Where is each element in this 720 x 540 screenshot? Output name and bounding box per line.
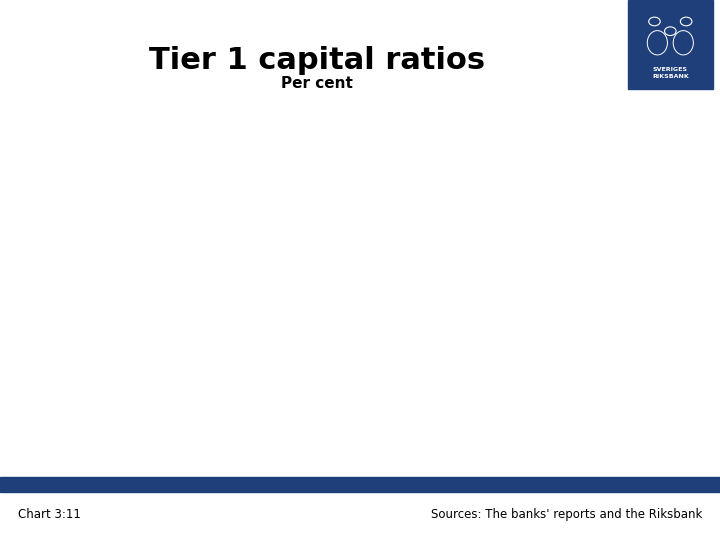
Bar (0, 477, 720, 492)
Text: Per cent: Per cent (281, 76, 353, 91)
Bar (628, 0, 713, 89)
Text: Tier 1 capital ratios: Tier 1 capital ratios (149, 46, 485, 75)
Text: SVERIGES
RIKSBANK: SVERIGES RIKSBANK (652, 68, 689, 79)
Text: Chart 3:11: Chart 3:11 (18, 508, 81, 521)
Text: Sources: The banks' reports and the Riksbank: Sources: The banks' reports and the Riks… (431, 508, 702, 521)
